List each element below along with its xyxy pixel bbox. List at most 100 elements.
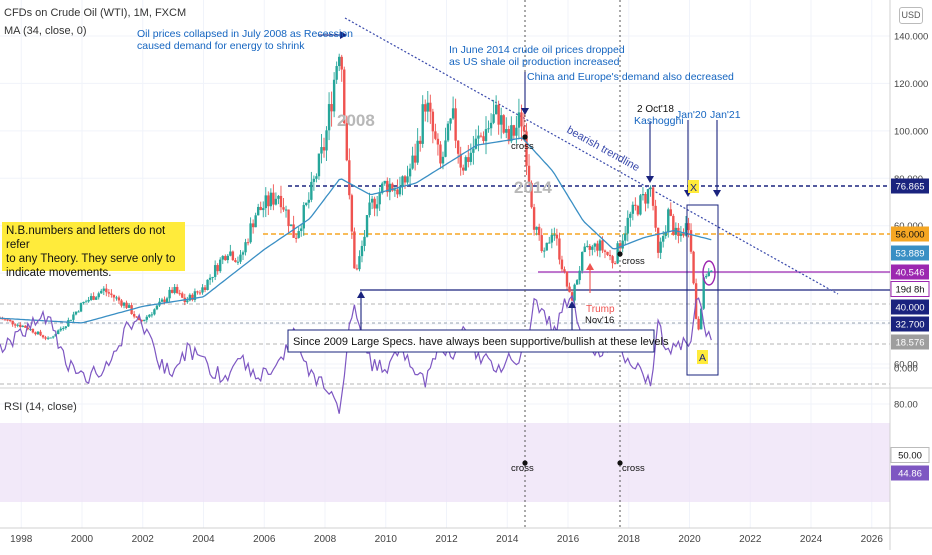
candle-body [343,69,346,124]
candle-body [348,160,351,196]
candle-body [416,140,419,163]
candle-body [424,104,427,112]
price-tag-56.000 [891,226,929,242]
candle-body [239,254,242,262]
candle-body [143,319,146,322]
candle-body [441,156,445,164]
candle-body [203,287,207,290]
candle-body [596,243,599,251]
rsi-cross-label-2017: cross [622,463,645,474]
candle-body [246,242,250,244]
price-tag-text-76.865: 76.865 [895,182,924,193]
candle-body [206,279,209,290]
candle-body [608,254,612,257]
candle-body [502,115,505,133]
rsi-tick-80.00: 80.00 [894,400,918,411]
candle-body [97,293,100,298]
candle-body [484,129,488,141]
candle-body [459,153,462,168]
candle-body [127,305,131,308]
kashogghi-date: 2 Oct'18 [637,104,674,115]
bearish-trendline-label: bearish trendline [565,124,642,174]
price-tag-18.576 [891,334,929,350]
x-tick-2024: 2024 [800,534,823,545]
recession-note-line2: caused demand for energy to shrink [137,40,305,52]
candle-body [148,314,151,317]
specs-box [287,329,655,353]
candle-body [381,183,384,194]
ma-legend: MA (34, close, 0) [4,25,87,37]
candle-body [682,233,685,236]
candle-body [398,186,402,195]
candle-body [165,298,169,303]
candle-body [332,79,336,112]
candle-body [16,324,19,326]
candle-body [208,277,212,280]
candle-body [8,319,12,321]
nov16-label: Nov'16 [585,315,614,326]
rsi-cross-dot-2014 [522,460,528,466]
candle-body [563,269,566,272]
candle-body [684,223,688,236]
price-tag-40.000 [891,299,929,315]
candle-body [654,205,657,228]
candle-body [537,226,541,236]
candle-body [429,102,432,112]
june2014-note-line2: as US shale oil production increased [449,56,620,68]
candle-body [294,237,298,239]
candle-body [259,206,262,211]
rsi-tick-60.00: 60.00 [894,360,918,371]
candle-body [664,231,667,237]
candle-body [487,128,490,130]
candle-body [580,252,584,271]
candle-body [188,294,192,301]
candle-body [310,181,313,200]
candle-body [236,261,240,263]
candle-body [302,205,305,229]
candle-body [337,56,341,67]
candle-body [603,250,607,252]
candle-body [254,215,257,228]
candle-body [178,293,181,295]
candle-body [256,206,260,216]
candle-body [365,215,369,237]
candle-body [550,234,554,243]
candle-body [272,192,275,205]
candle-body [505,129,508,133]
candle-body [624,233,627,241]
x-marker-box [688,180,699,193]
candle-body [234,260,237,263]
candle-body [19,324,22,327]
candle-body [421,104,424,144]
candle-body [330,104,333,112]
candle-body [649,187,652,190]
candle-body [353,231,356,269]
candle-body [494,104,498,115]
candle-body [77,311,80,313]
candle-body [54,334,57,337]
nb-note-line1: N.B.numbers and letters do not refer [6,225,166,251]
price-tag-text-53.889: 53.889 [895,249,924,260]
rsi-legend: RSI (14, close) [4,401,77,413]
x-tick-2000: 2000 [71,534,94,545]
candle-body [656,227,660,253]
candle-body [345,123,348,161]
currency-button[interactable]: USD [899,7,923,24]
candle-body [186,300,189,303]
candle-body [201,287,204,293]
range-box [686,204,719,376]
candle-body [560,259,564,270]
x-tick-2004: 2004 [192,534,215,545]
candle-body [449,118,452,124]
candle-body [462,167,465,171]
candle-body [175,286,179,294]
china-europe-note: China and Europe's demand also decreased [527,71,734,83]
candle-body [477,135,480,139]
candle-body [92,296,95,300]
candle-body [411,155,414,169]
candle-body [251,223,255,228]
candle-body [115,297,118,299]
x-tick-2020: 2020 [678,534,701,545]
candle-body [631,204,635,214]
